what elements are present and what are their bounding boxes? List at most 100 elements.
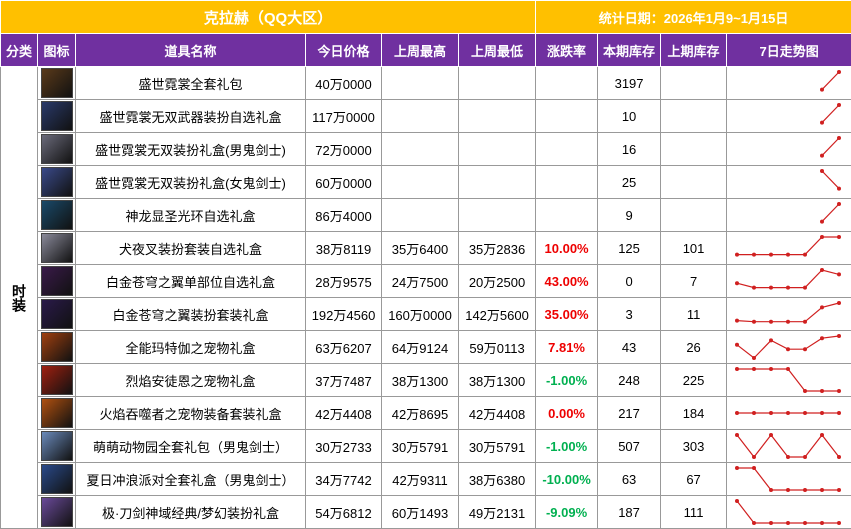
item-row: 犬夜叉装扮套装自选礼盒 38万8119 35万6400 35万2836 10.00% 12… <box>1 231 851 265</box>
item-name: 火焰吞噬者之宠物装备套装礼盒 <box>75 396 306 430</box>
trend-line <box>737 467 840 491</box>
low: 20万2500 <box>457 264 537 298</box>
low: 142万5600 <box>457 297 537 331</box>
sparkline <box>820 202 842 224</box>
trend-point <box>786 347 791 352</box>
prev-stock: 111 <box>660 495 728 529</box>
icon-cell <box>37 495 76 529</box>
item-name: 神龙显圣光环自选礼盒 <box>75 198 306 232</box>
high <box>381 165 459 199</box>
item-name: 白金苍穹之翼装扮套装礼盒 <box>75 297 306 331</box>
icon-cell <box>37 429 76 463</box>
sparkline <box>735 301 842 324</box>
icon-cell <box>37 132 76 166</box>
item-row: 白金苍穹之翼单部位自选礼盒 28万9575 24万7500 20万2500 43.00%… <box>1 264 851 298</box>
trend-point <box>803 488 808 492</box>
sparkline <box>735 367 842 393</box>
price: 37万7487 <box>305 363 382 397</box>
item-icon <box>40 68 73 98</box>
sparkline <box>735 433 842 459</box>
trend-line <box>737 302 840 323</box>
low <box>457 66 537 100</box>
item-name: 犬夜叉装扮套装自选礼盒 <box>75 231 306 265</box>
sparkline <box>735 268 842 290</box>
low <box>457 132 537 166</box>
icon-cell <box>37 396 76 430</box>
prev-stock <box>660 132 728 166</box>
trend-point <box>837 411 842 415</box>
prev-stock <box>660 66 728 100</box>
trend-point <box>837 136 842 140</box>
trend-point <box>820 235 825 239</box>
trend-point <box>837 272 842 277</box>
trend-cell <box>726 165 851 199</box>
high: 38万1300 <box>381 363 459 397</box>
trend-point <box>786 367 791 371</box>
trend-point <box>769 338 774 343</box>
trend-point <box>820 521 825 525</box>
price: 34万7742 <box>305 462 382 496</box>
trend-point <box>803 455 808 459</box>
price: 192万4560 <box>305 297 382 331</box>
trend-cell <box>726 264 851 298</box>
trend-point <box>786 521 791 525</box>
stock: 125 <box>597 231 662 265</box>
stock: 3197 <box>597 66 662 100</box>
trend-point <box>752 285 757 290</box>
high: 160万0000 <box>381 297 459 331</box>
stock: 248 <box>597 363 662 397</box>
item-name: 盛世霓裳无双装扮礼盒(女鬼剑士) <box>75 165 306 199</box>
icon-cell <box>37 99 76 133</box>
item-icon <box>40 332 73 362</box>
sparkline <box>735 466 842 492</box>
change: -10.00% <box>535 462 599 496</box>
trend-point <box>803 521 808 525</box>
item-row: 极·刀剑神域经典/梦幻装扮礼盒 54万6812 60万1493 49万2131 -9.0… <box>1 495 851 529</box>
stock: 0 <box>597 264 662 298</box>
item-icon <box>40 266 73 296</box>
icon-cell <box>37 462 76 496</box>
trend-point <box>837 389 842 393</box>
icon-cell <box>37 264 76 298</box>
change: 7.81% <box>535 330 599 364</box>
trend-point <box>820 169 825 173</box>
high <box>381 66 459 100</box>
column-header: 道具名称 <box>75 33 306 67</box>
item-icon <box>40 299 73 329</box>
low: 42万4408 <box>457 396 537 430</box>
change <box>535 198 599 232</box>
item-name: 盛世霓裳无双装扮礼盒(男鬼剑士) <box>75 132 306 166</box>
trend-point <box>786 285 791 290</box>
trend-point <box>837 334 842 338</box>
change: 35.00% <box>535 297 599 331</box>
trend-point <box>803 252 808 257</box>
icon-cell <box>37 297 76 331</box>
trend-point <box>837 202 842 206</box>
sparkline <box>820 70 842 92</box>
item-name: 全能玛特伽之宠物礼盒 <box>75 330 306 364</box>
trend-point <box>735 318 740 323</box>
item-name: 极·刀剑神域经典/梦幻装扮礼盒 <box>75 495 306 529</box>
prev-stock <box>660 99 728 133</box>
trend-point <box>837 70 842 74</box>
sparkline <box>735 235 842 257</box>
high: 24万7500 <box>381 264 459 298</box>
trend-point <box>803 411 808 415</box>
trend-point <box>752 367 757 371</box>
trend-point <box>786 411 791 415</box>
trend-cell <box>726 231 851 265</box>
trend-cell <box>726 495 851 529</box>
change: -1.00% <box>535 363 599 397</box>
item-icon <box>40 365 73 395</box>
change: -1.00% <box>535 429 599 463</box>
item-name: 萌萌动物园全套礼包（男鬼剑士） <box>75 429 306 463</box>
trend-point <box>769 285 774 290</box>
change: 43.00% <box>535 264 599 298</box>
trend-line <box>737 368 840 392</box>
trend-point <box>769 367 774 371</box>
trend-point <box>820 120 825 125</box>
trend-cell <box>726 198 851 232</box>
column-header: 图标 <box>37 33 76 67</box>
trend-line <box>736 500 840 524</box>
